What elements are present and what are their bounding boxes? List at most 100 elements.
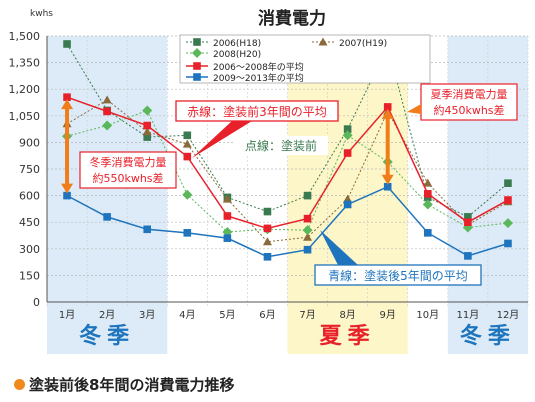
legend-label: 2008(H20) bbox=[213, 50, 261, 60]
winter-diff-arrow-head-down bbox=[61, 183, 74, 194]
y-tick-label: 750 bbox=[19, 163, 40, 176]
x-tick-label: 2月 bbox=[99, 309, 115, 321]
data-point bbox=[464, 213, 472, 221]
data-point bbox=[182, 139, 192, 148]
series-line-3 bbox=[66, 96, 509, 230]
x-tick-label: 7月 bbox=[299, 309, 315, 321]
x-tick-label: 5月 bbox=[219, 309, 235, 321]
data-point bbox=[263, 252, 272, 261]
legend-label: 2007(H19) bbox=[339, 39, 387, 49]
summer-diff-arrow-head-down bbox=[381, 174, 394, 185]
winter-diff-line-2: 約550kwhs差 bbox=[92, 171, 163, 185]
data-point bbox=[302, 225, 313, 236]
data-point bbox=[102, 120, 113, 131]
data-point bbox=[383, 103, 392, 111]
orange-bullet-icon bbox=[14, 379, 25, 390]
legend-marker bbox=[192, 48, 202, 58]
data-point bbox=[223, 212, 232, 220]
annotation-box-red bbox=[175, 100, 339, 122]
winter-diff-line-1: 冬季消費電力量 bbox=[90, 155, 167, 169]
series-line-2 bbox=[66, 109, 509, 233]
y-tick-label: 600 bbox=[19, 190, 40, 203]
summer-diff-line-2: 約450kwhs差 bbox=[433, 103, 504, 117]
data-point bbox=[142, 127, 152, 136]
chart-title: 消費電力 bbox=[258, 8, 326, 29]
data-point bbox=[183, 131, 192, 140]
data-point bbox=[303, 245, 312, 254]
data-point bbox=[222, 194, 232, 203]
summer-diff-arrow-head-up bbox=[381, 108, 394, 119]
legend-label: 2009～2013年の平均 bbox=[213, 72, 304, 84]
y-tick-label: 900 bbox=[19, 136, 40, 149]
legend-marker bbox=[318, 37, 328, 46]
x-tick-label: 11月 bbox=[457, 309, 480, 321]
data-point bbox=[422, 199, 433, 210]
data-point bbox=[423, 190, 432, 198]
data-point bbox=[143, 133, 152, 141]
data-point bbox=[142, 105, 153, 116]
data-point bbox=[423, 178, 433, 187]
data-point bbox=[143, 225, 152, 234]
annotation-dotted-line: 点線：塗装前 bbox=[245, 138, 317, 153]
data-point bbox=[182, 189, 193, 200]
data-point bbox=[63, 40, 71, 48]
data-point bbox=[63, 93, 71, 101]
data-point bbox=[303, 214, 312, 223]
annotation-box-blue bbox=[314, 264, 482, 286]
y-tick-label: 0 bbox=[33, 296, 40, 309]
footer-caption-text: 塗装前後8年間の消費電力推移 bbox=[29, 376, 235, 394]
data-point bbox=[504, 179, 512, 187]
series-line-4 bbox=[66, 185, 509, 258]
x-tick-label: 4月 bbox=[179, 309, 195, 321]
footer-caption: 塗装前後8年間の消費電力推移 bbox=[14, 374, 234, 395]
data-point bbox=[423, 229, 432, 237]
x-tick-label: 9月 bbox=[380, 309, 396, 321]
y-tick-label: 450 bbox=[19, 216, 40, 229]
season-label: 夏季 bbox=[320, 324, 376, 349]
data-point bbox=[504, 196, 512, 204]
data-point bbox=[183, 152, 192, 161]
series-line-1 bbox=[66, 99, 509, 243]
y-tick-label: 1,500 bbox=[9, 30, 41, 43]
x-tick-label: 10月 bbox=[416, 309, 439, 321]
annotation-blue-line: 青線：塗装後5年間の平均 bbox=[328, 268, 468, 283]
y-tick-label: 1,050 bbox=[9, 110, 41, 123]
winter-diff-arrow-head-up bbox=[61, 99, 74, 110]
data-point bbox=[262, 237, 272, 246]
series-line-0 bbox=[66, 43, 509, 218]
x-tick-label: 6月 bbox=[259, 309, 275, 321]
data-point bbox=[383, 182, 392, 191]
data-point bbox=[343, 149, 352, 157]
data-point bbox=[504, 239, 512, 248]
data-point bbox=[464, 252, 472, 260]
legend-marker bbox=[193, 62, 201, 70]
summer-diff-pointer bbox=[407, 104, 421, 114]
legend-marker bbox=[193, 73, 201, 81]
data-point bbox=[63, 191, 71, 200]
x-tick-label: 12月 bbox=[497, 309, 520, 321]
legend-label: 2006(H18) bbox=[213, 39, 261, 49]
data-point bbox=[102, 95, 112, 104]
season-label: 冬季 bbox=[79, 323, 135, 349]
annotation-red-line: 赤線：塗装前3年間の平均 bbox=[187, 104, 327, 119]
legend-marker bbox=[193, 38, 201, 46]
data-point bbox=[502, 218, 513, 229]
data-point bbox=[342, 130, 353, 141]
x-tick-label: 8月 bbox=[339, 309, 355, 321]
annotation-pointer-red bbox=[192, 121, 252, 158]
summer-diff-line-1: 夏季消費電力量 bbox=[431, 87, 508, 101]
power-consumption-chart: 0 150 300 450 600 750 900 1,050 1,200 1,350 1,500 k… bbox=[9, 8, 529, 354]
y-tick-label: 1,350 bbox=[9, 57, 41, 70]
data-point bbox=[183, 229, 192, 237]
legend-label: 2006～2008年の平均 bbox=[213, 61, 304, 73]
x-tick-label: 1月 bbox=[59, 309, 75, 321]
data-point bbox=[464, 218, 472, 226]
winter-diff-box bbox=[79, 151, 177, 189]
data-point bbox=[343, 125, 352, 133]
legend-box bbox=[179, 34, 431, 84]
data-point bbox=[103, 213, 111, 221]
data-point bbox=[143, 121, 152, 130]
annotation-pointer-blue bbox=[320, 230, 358, 265]
annotation-box-dotted bbox=[234, 136, 328, 155]
data-point bbox=[223, 234, 232, 242]
